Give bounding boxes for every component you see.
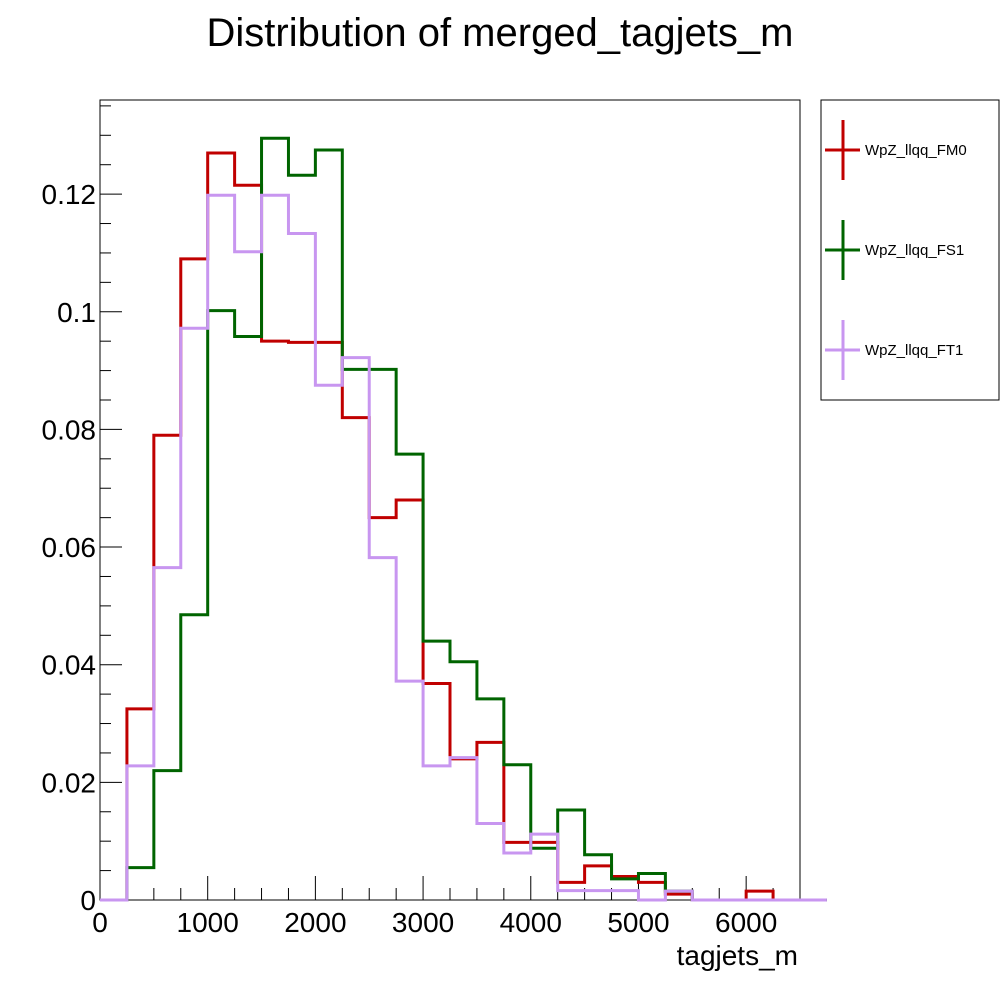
legend-entry-WpZ_llqq_FM0: WpZ_llqq_FM0 [825,120,967,180]
x-tick-label: 4000 [500,907,562,938]
y-tick-label: 0 [80,885,96,916]
y-tick-label: 0.06 [42,532,97,563]
chart-title: Distribution of merged_tagjets_m [207,11,794,55]
y-tick-label: 0.08 [42,414,97,445]
series-line-WpZ_llqq_FT1 [100,193,827,902]
x-tick-label: 3000 [392,907,454,938]
y-tick-label: 0.02 [42,767,97,798]
x-tick-label: 0 [92,907,108,938]
x-axis-label: tagjets_m [677,940,798,971]
legend-label: WpZ_llqq_FS1 [865,242,964,259]
legend-entry-WpZ_llqq_FT1: WpZ_llqq_FT1 [825,320,963,380]
x-tick-labels: 0 1000 2000 3000 4000 5000 6000 [92,907,777,938]
histogram-series [100,136,827,902]
axis-ticks [99,105,801,901]
legend: WpZ_llqq_FM0 WpZ_llqq_FS1 WpZ_llqq_FT1 [820,99,1000,401]
y-tick-label: 0.04 [42,650,97,681]
legend-entry-WpZ_llqq_FS1: WpZ_llqq_FS1 [825,220,964,280]
legend-label: WpZ_llqq_FM0 [865,142,967,159]
legend-label: WpZ_llqq_FT1 [865,342,963,359]
x-tick-label: 2000 [284,907,346,938]
series-line-WpZ_llqq_FM0 [100,151,827,902]
x-tick-label: 1000 [177,907,239,938]
x-tick-label: 6000 [715,907,777,938]
x-tick-label: 5000 [607,907,669,938]
y-tick-label: 0.1 [57,297,96,328]
plot-frame [99,99,801,901]
y-tick-label: 0.12 [42,179,97,210]
y-tick-labels: 0 0.02 0.04 0.06 0.08 0.1 0.12 [42,179,97,916]
